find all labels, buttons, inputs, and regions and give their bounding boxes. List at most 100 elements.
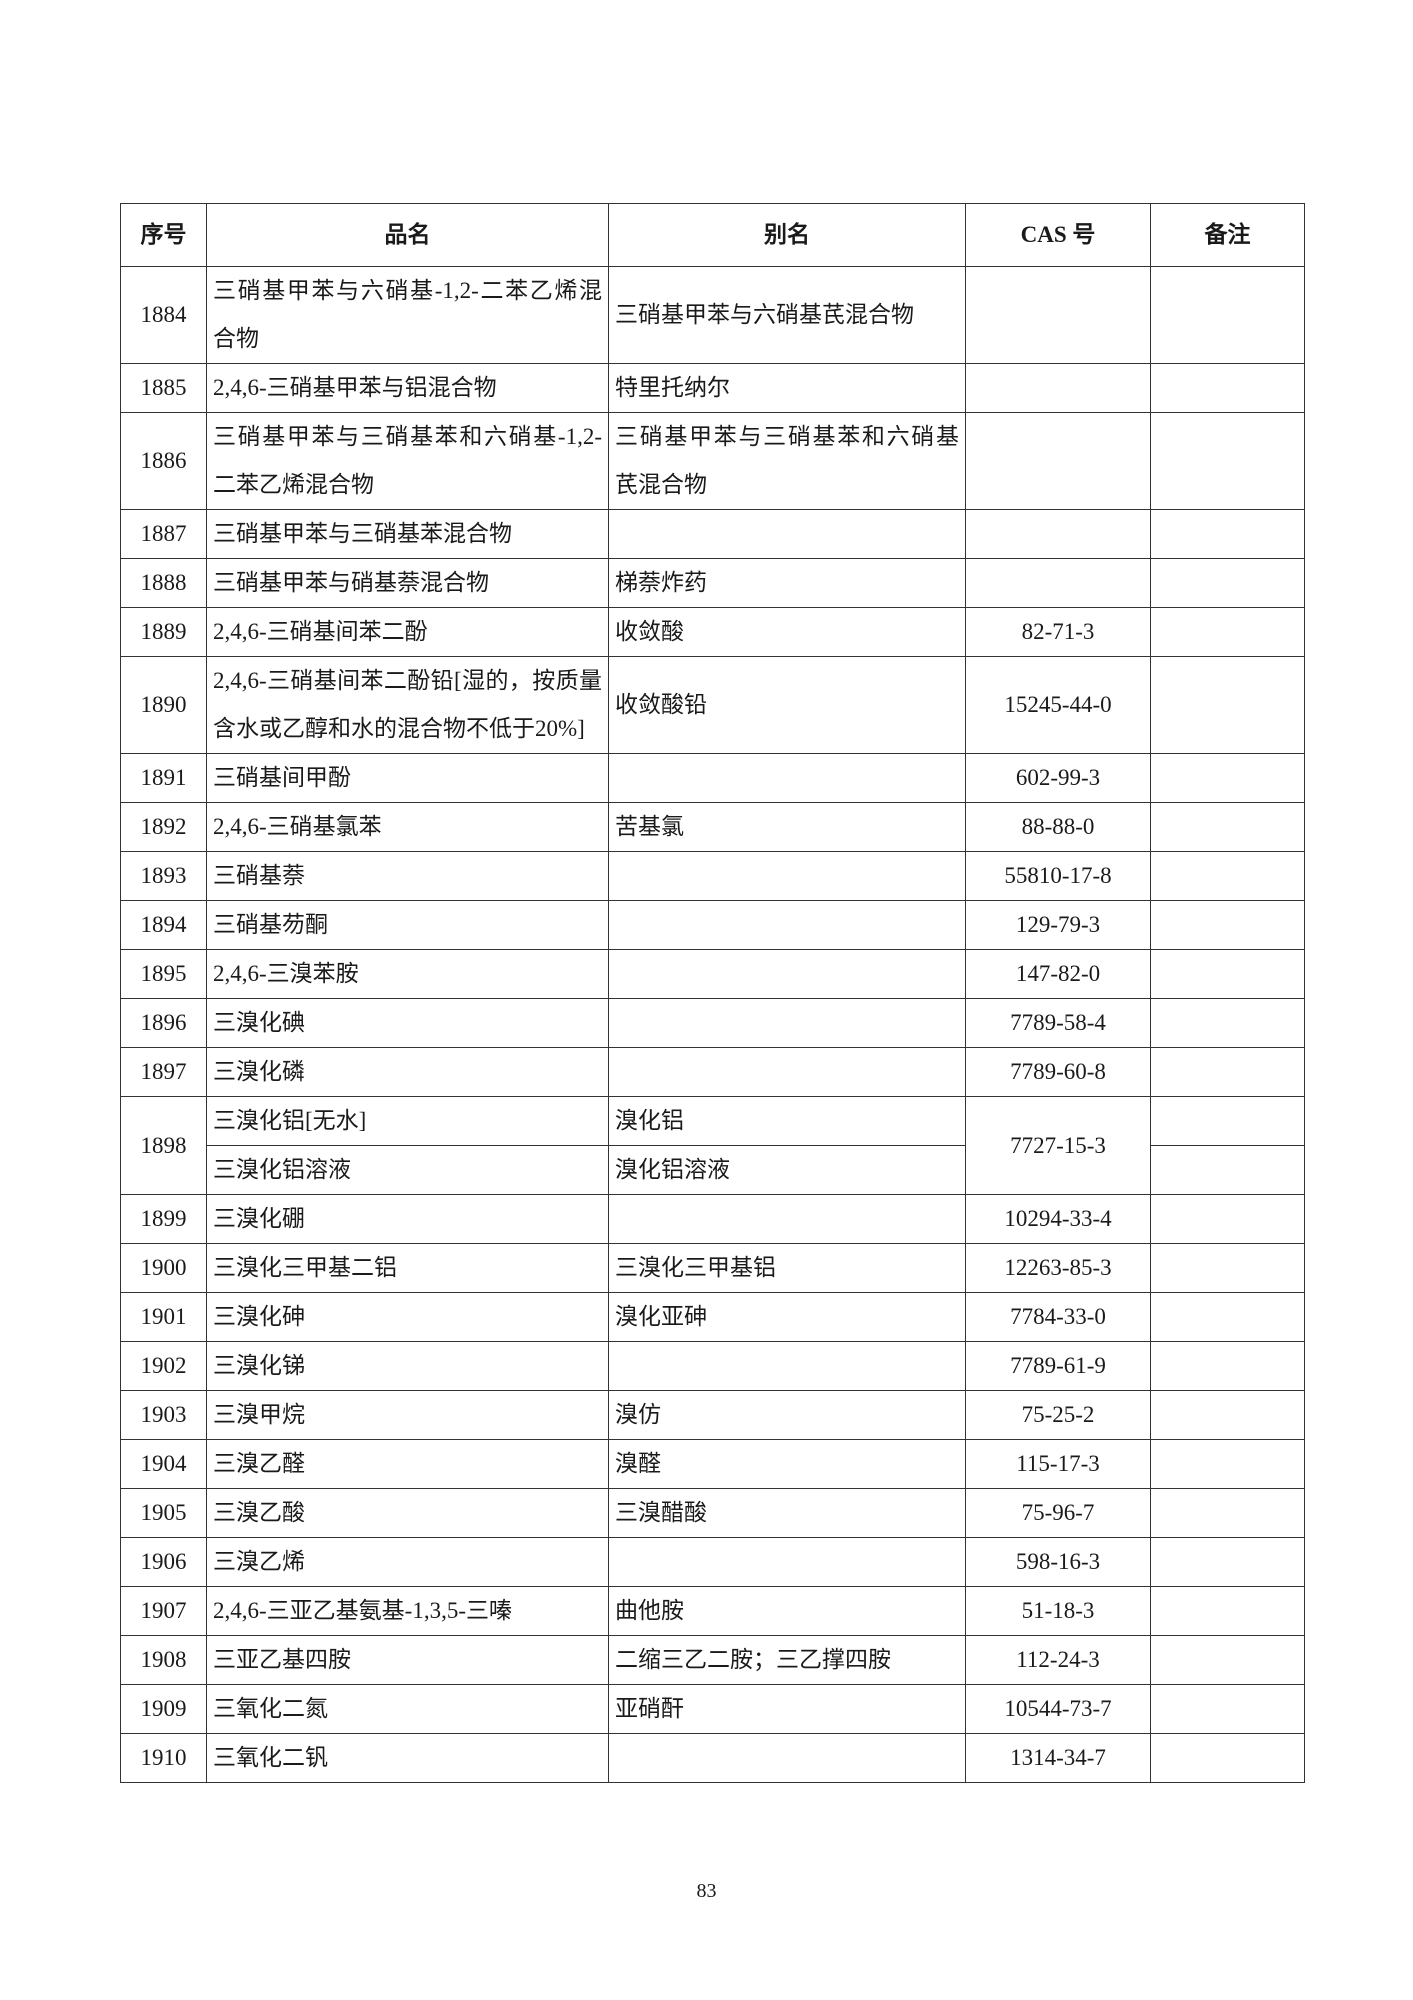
table-row: 1901 三溴化砷 溴化亚砷 7784-33-0: [120, 1292, 1305, 1342]
cell-cas: 82-71-3: [965, 607, 1151, 657]
cell-name: 三硝基甲苯与硝基萘混合物: [206, 558, 609, 608]
header-remark: 备注: [1150, 203, 1305, 267]
cell-cas: [965, 363, 1151, 413]
table-row: 1895 2,4,6-三溴苯胺 147-82-0: [120, 949, 1305, 999]
table-row: 1907 2,4,6-三亚乙基氨基-1,3,5-三嗪 曲他胺 51-18-3: [120, 1586, 1305, 1636]
cell-alias: 溴仿: [608, 1390, 966, 1440]
cell-cas: 7784-33-0: [965, 1292, 1151, 1342]
cell-seq: 1899: [120, 1194, 207, 1244]
cell-seq: 1894: [120, 900, 207, 950]
cell-cas: 75-96-7: [965, 1488, 1151, 1538]
cell-remark: [1150, 266, 1305, 364]
cell-remark: [1150, 1243, 1305, 1293]
cell-alias: 收敛酸铅: [608, 656, 966, 754]
cell-alias: [608, 949, 966, 999]
table-row: 1900 三溴化三甲基二铝 三溴化三甲基铝 12263-85-3: [120, 1243, 1305, 1293]
cell-cas: 7789-60-8: [965, 1047, 1151, 1097]
cell-alias: [608, 900, 966, 950]
cell-remark: [1150, 1586, 1305, 1636]
cell-seq: 1890: [120, 656, 207, 754]
cell-seq: 1903: [120, 1390, 207, 1440]
cell-name: 三溴乙烯: [206, 1537, 609, 1587]
table-row: 1910 三氧化二钒 1314-34-7: [120, 1733, 1305, 1783]
header-alias: 别名: [608, 203, 966, 267]
cell-seq: 1904: [120, 1439, 207, 1489]
cell-remark: [1150, 900, 1305, 950]
cell-name: 三硝基芴酮: [206, 900, 609, 950]
cell-cas: 88-88-0: [965, 802, 1151, 852]
table-row: 1886 三硝基甲苯与三硝基苯和六硝基-1,2-二苯乙烯混合物 三硝基甲苯与三硝基苯…: [120, 412, 1305, 510]
cell-alias: [608, 1194, 966, 1244]
cell-cas: 10544-73-7: [965, 1684, 1151, 1734]
cell-remark: [1150, 509, 1305, 559]
cell-alias: [608, 851, 966, 901]
cell-cas: 7789-61-9: [965, 1341, 1151, 1391]
cell-alias: 三溴化三甲基铝: [608, 1243, 966, 1293]
cell-seq: 1909: [120, 1684, 207, 1734]
cell-name: 三溴乙酸: [206, 1488, 609, 1538]
table-row: 1894 三硝基芴酮 129-79-3: [120, 900, 1305, 950]
cell-seq: 1906: [120, 1537, 207, 1587]
cell-seq: 1897: [120, 1047, 207, 1097]
cell-name: 三溴乙醛: [206, 1439, 609, 1489]
cell-name: 三硝基间甲酚: [206, 753, 609, 803]
cell-alias: 梯萘炸药: [608, 558, 966, 608]
cell-remark: [1150, 1194, 1305, 1244]
cell-alias: 三溴醋酸: [608, 1488, 966, 1538]
cell-remark: [1150, 1390, 1305, 1440]
table-row: 1908 三亚乙基四胺 二缩三乙二胺；三乙撑四胺 112-24-3: [120, 1635, 1305, 1685]
cell-seq: 1900: [120, 1243, 207, 1293]
cell-seq: 1905: [120, 1488, 207, 1538]
cell-alias: [608, 509, 966, 559]
table-row: 1905 三溴乙酸 三溴醋酸 75-96-7: [120, 1488, 1305, 1538]
cell-seq: 1885: [120, 363, 207, 413]
cell-name: 三溴化三甲基二铝: [206, 1243, 609, 1293]
cell-remark: [1150, 802, 1305, 852]
cell-seq: 1887: [120, 509, 207, 559]
cell-cas: [965, 509, 1151, 559]
hazardous-chemicals-table: 序号 品名 别名 CAS 号 备注 1884 三硝基甲苯与六硝基-1,2-二苯乙烯…: [120, 203, 1305, 1783]
cell-alias: 苦基氯: [608, 802, 966, 852]
cell-name: 三溴化碘: [206, 998, 609, 1048]
table-row: 1889 2,4,6-三硝基间苯二酚 收敛酸 82-71-3: [120, 607, 1305, 657]
cell-cas: 51-18-3: [965, 1586, 1151, 1636]
cell-alias: 亚硝酐: [608, 1684, 966, 1734]
cell-alias: [608, 998, 966, 1048]
cell-remark: [1150, 1733, 1305, 1783]
table-row: 1899 三溴化硼 10294-33-4: [120, 1194, 1305, 1244]
cell-seq: 1902: [120, 1341, 207, 1391]
cell-cas: 10294-33-4: [965, 1194, 1151, 1244]
cell-seq: 1892: [120, 802, 207, 852]
cell-name: 三硝基甲苯与六硝基-1,2-二苯乙烯混合物: [206, 266, 609, 364]
table-row: 1887 三硝基甲苯与三硝基苯混合物: [120, 509, 1305, 559]
table-row: 1898 三溴化铝[无水] 溴化铝 7727-15-3: [120, 1096, 1305, 1195]
cell-alias: 特里托纳尔: [608, 363, 966, 413]
table-row: 1888 三硝基甲苯与硝基萘混合物 梯萘炸药: [120, 558, 1305, 608]
table-row: 1893 三硝基萘 55810-17-8: [120, 851, 1305, 901]
cell-name: 三溴化铝溶液: [206, 1145, 609, 1195]
table-row: 1890 2,4,6-三硝基间苯二酚铅[湿的，按质量含水或乙醇和水的混合物不低于2…: [120, 656, 1305, 754]
table-row: 1897 三溴化磷 7789-60-8: [120, 1047, 1305, 1097]
cell-cas: 7727-15-3: [965, 1096, 1151, 1195]
table-header-row: 序号 品名 别名 CAS 号 备注: [120, 203, 1305, 267]
cell-cas: [965, 412, 1151, 510]
cell-name: 三氧化二氮: [206, 1684, 609, 1734]
cell-alias: 溴化铝: [608, 1096, 966, 1146]
cell-alias: 三硝基甲苯与三硝基苯和六硝基芪混合物: [608, 412, 966, 510]
cell-remark: [1150, 558, 1305, 608]
cell-name: 三硝基萘: [206, 851, 609, 901]
cell-seq: 1908: [120, 1635, 207, 1685]
table-row: 1904 三溴乙醛 溴醛 115-17-3: [120, 1439, 1305, 1489]
table-row: 1884 三硝基甲苯与六硝基-1,2-二苯乙烯混合物 三硝基甲苯与六硝基芪混合物: [120, 266, 1305, 364]
cell-remark: [1150, 1047, 1305, 1097]
cell-remark: [1150, 412, 1305, 510]
cell-seq: 1888: [120, 558, 207, 608]
cell-alias: [608, 1341, 966, 1391]
cell-seq: 1907: [120, 1586, 207, 1636]
cell-cas: 75-25-2: [965, 1390, 1151, 1440]
cell-cas: 7789-58-4: [965, 998, 1151, 1048]
table-row: 1892 2,4,6-三硝基氯苯 苦基氯 88-88-0: [120, 802, 1305, 852]
cell-remark: [1150, 607, 1305, 657]
cell-cas: 598-16-3: [965, 1537, 1151, 1587]
cell-alias: [608, 1733, 966, 1783]
